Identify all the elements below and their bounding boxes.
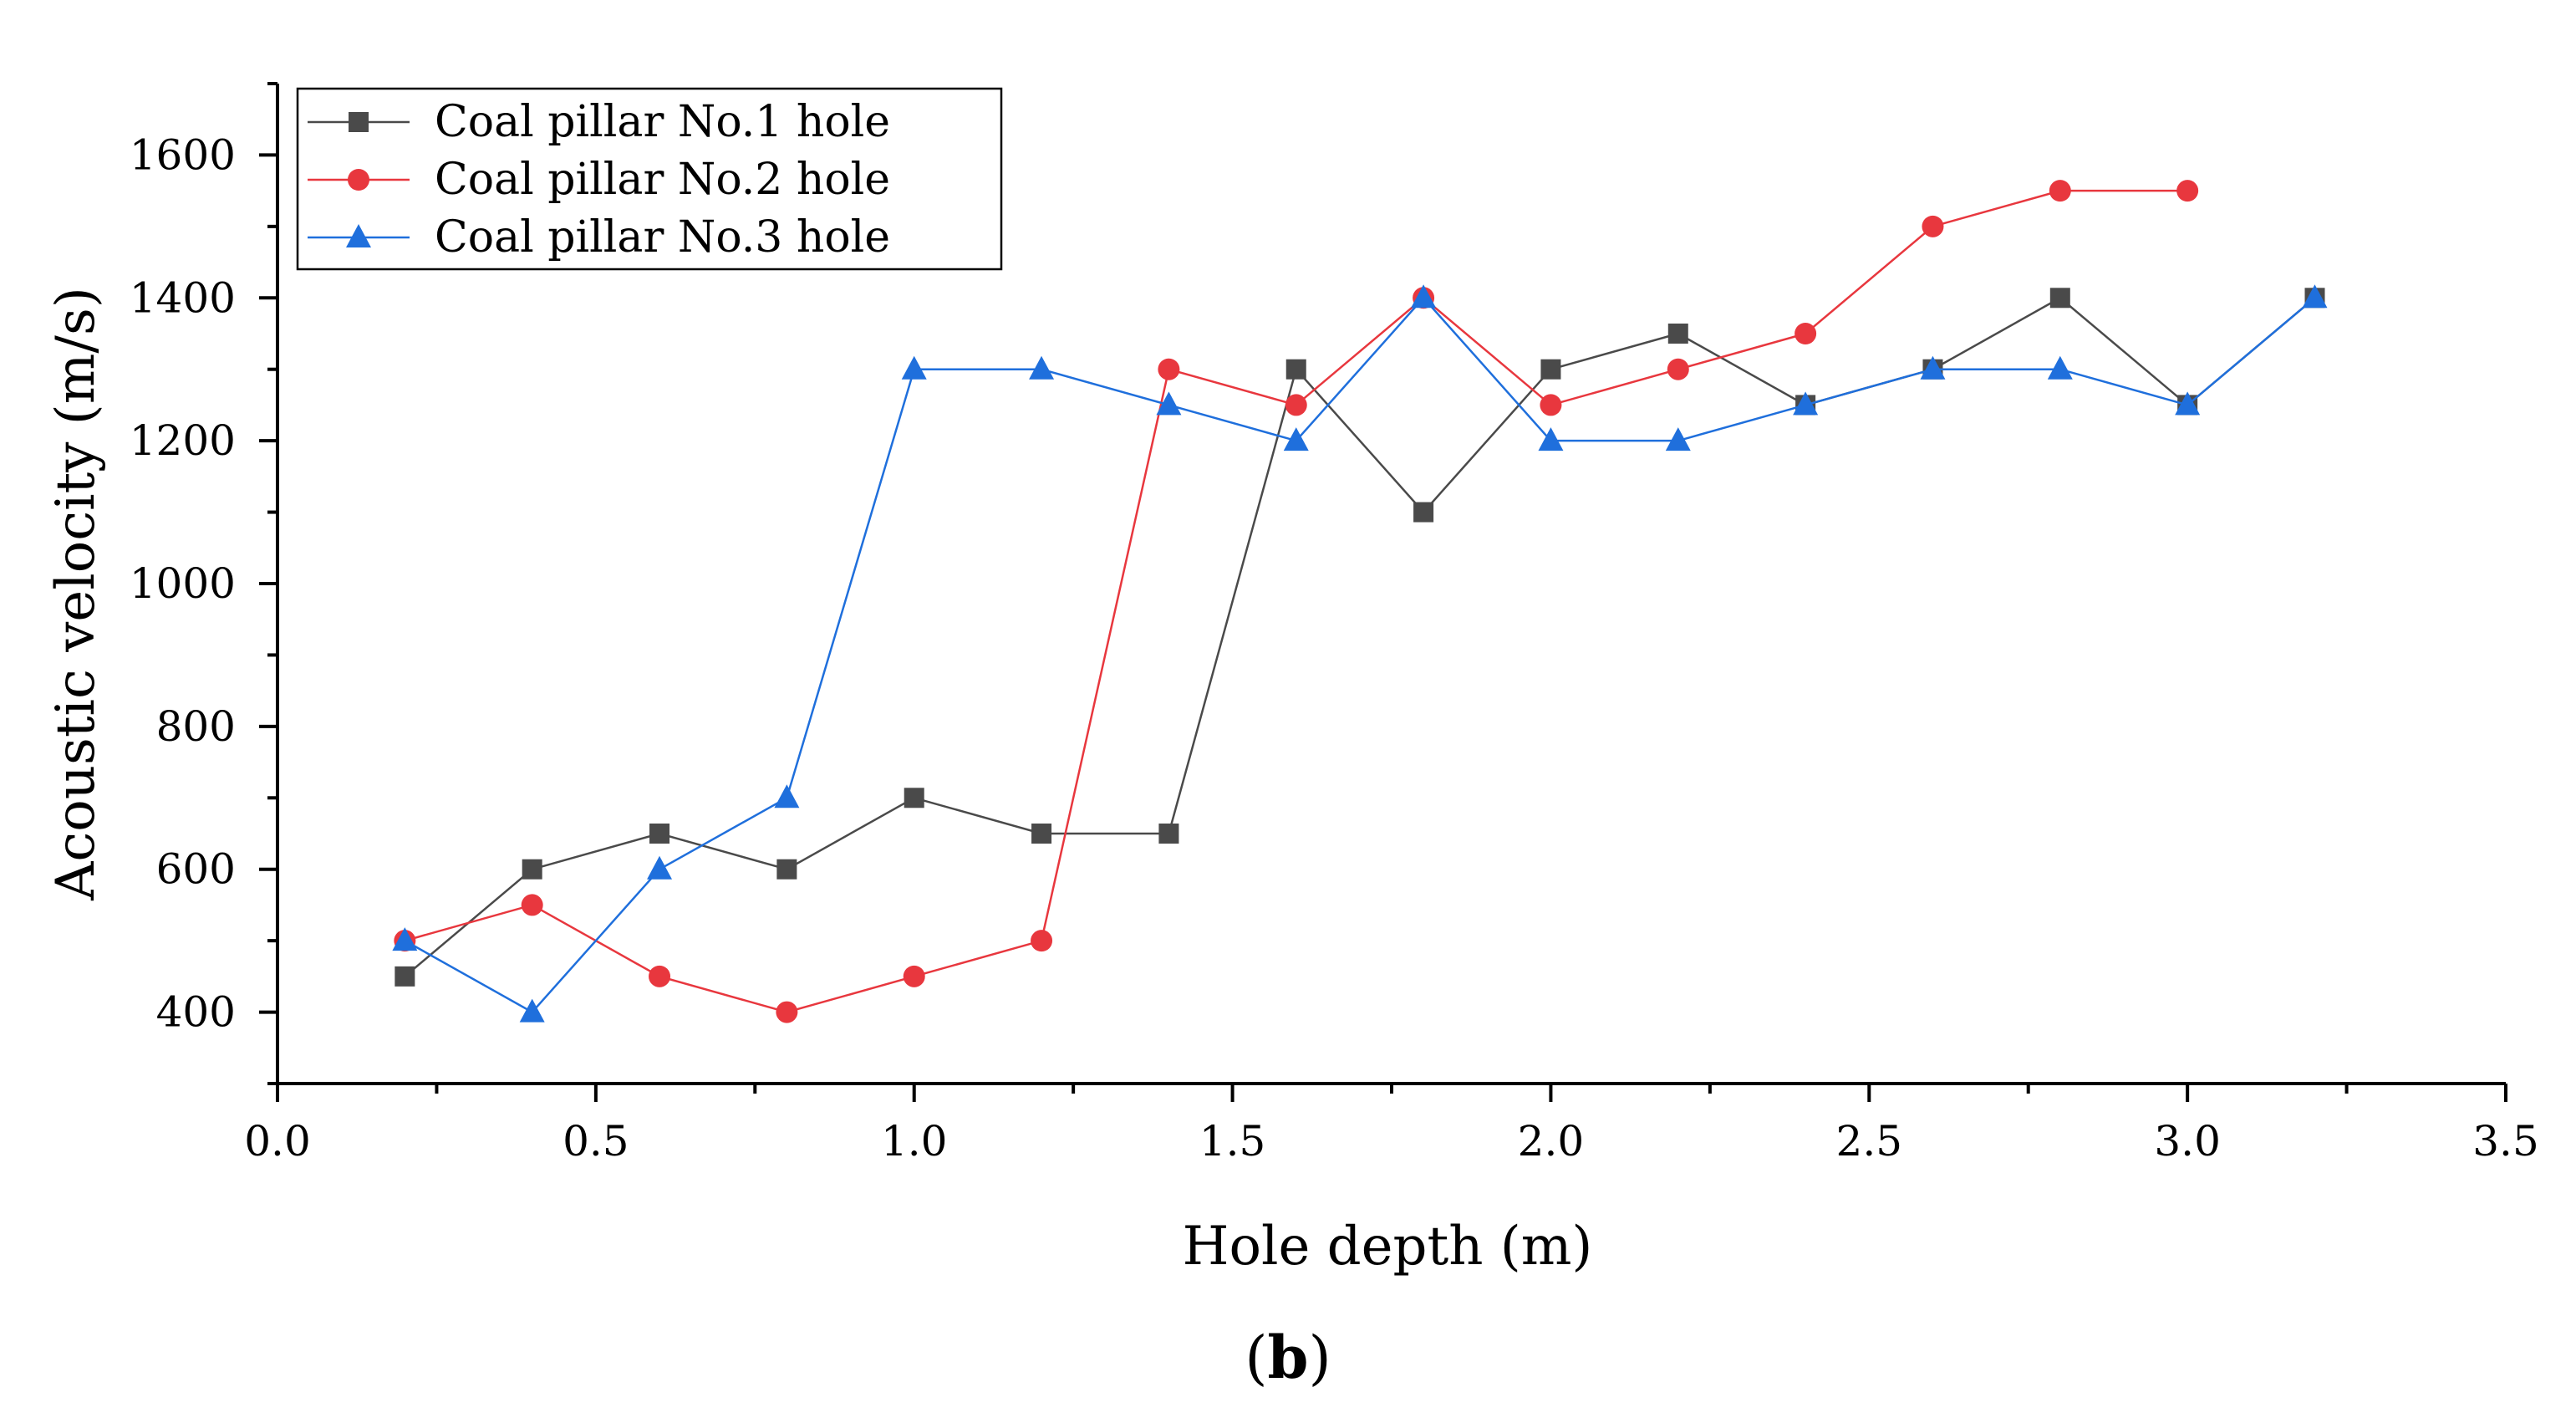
x-tick-label: 0.5	[563, 1117, 629, 1165]
y-tick-label: 600	[156, 845, 236, 894]
panel-label-open: (	[1245, 1324, 1267, 1392]
series-1-point	[776, 859, 797, 880]
legend-label-3: Coal pillar No.3 hole	[435, 212, 890, 263]
y-axis-title: Acoustic velocity (m/s)	[45, 287, 107, 901]
series-3-point	[647, 855, 673, 880]
x-tick-label: 1.0	[881, 1117, 948, 1165]
series-3-point	[1029, 355, 1055, 380]
series-2-point	[2049, 180, 2071, 202]
series-1-point	[649, 824, 670, 844]
series-2-point	[2176, 180, 2199, 202]
series-3-line	[404, 296, 2316, 1014]
series-2-point	[1540, 394, 1562, 416]
series-2-point	[1031, 930, 1053, 952]
series-3-point	[1665, 427, 1691, 451]
y-tick-label: 1000	[130, 559, 236, 608]
series-3-point	[1793, 391, 1819, 416]
legend-label-1: Coal pillar No.1 hole	[435, 97, 890, 147]
series-3-point	[392, 927, 418, 951]
series-3-point	[1156, 391, 1182, 416]
legend-marker-2	[348, 169, 369, 191]
series-1-point	[1031, 824, 1052, 844]
series-2-line	[405, 189, 2188, 1013]
series-3-point	[519, 998, 545, 1023]
y-tick-label: 1400	[130, 273, 236, 322]
legend-label-2: Coal pillar No.2 hole	[435, 155, 890, 205]
series-3	[392, 284, 2328, 1023]
y-tick-label: 800	[156, 702, 236, 751]
series-1	[395, 288, 2325, 987]
series-2-point	[1285, 394, 1307, 416]
series-2-point	[521, 894, 543, 916]
series-2-point	[903, 965, 925, 987]
series-1-point	[1285, 359, 1306, 380]
legend-marker-1	[349, 112, 369, 132]
panel-label-close: )	[1308, 1324, 1331, 1392]
panel-label: (b)	[1245, 1323, 1331, 1392]
x-tick-label: 2.0	[1518, 1117, 1585, 1165]
series-3-point	[2175, 391, 2201, 416]
series-3-point	[901, 355, 927, 380]
panel-label-letter: b	[1268, 1323, 1309, 1392]
series-3-point	[1411, 284, 1437, 309]
series-2-point	[1158, 358, 1180, 380]
x-tick-label: 1.5	[1199, 1117, 1266, 1165]
series-1-point	[2049, 288, 2070, 309]
series-2-point	[1667, 358, 1689, 380]
series-3-point	[2302, 284, 2328, 309]
series-3-point	[774, 784, 800, 808]
series-2-point	[1922, 215, 1944, 237]
legend-marker-3	[346, 224, 371, 247]
y-tick-label: 1600	[130, 130, 236, 179]
series-2	[394, 180, 2199, 1023]
axes: 0.0 0.5 1.0 1.5 2.0 2.5 3.0 3.5 400 600 800 1000 120…	[130, 82, 2539, 1165]
series-1-point	[1158, 824, 1179, 844]
series-3-point	[2047, 355, 2073, 380]
y-tick-label: 400	[156, 988, 236, 1037]
series-1-line	[404, 296, 2316, 977]
series-1-point	[1667, 324, 1688, 344]
series-1-point	[395, 966, 415, 987]
series-3-point	[1283, 427, 1309, 451]
series-2-point	[776, 1001, 798, 1023]
series-2-point	[649, 965, 671, 987]
x-tick-label: 3.0	[2154, 1117, 2221, 1165]
series-2-point	[1795, 323, 1817, 344]
series-1-point	[1540, 359, 1561, 380]
series-1-point	[522, 859, 542, 880]
legend-box	[296, 87, 1003, 271]
y-tick-label: 1200	[130, 416, 236, 465]
series-layer	[392, 180, 2328, 1023]
x-tick-label: 2.5	[1836, 1117, 1903, 1165]
series-1-point	[1413, 502, 1434, 523]
x-axis-title: Hole depth (m)	[1183, 1216, 1593, 1278]
series-1-point	[904, 788, 924, 808]
x-tick-label: 0.0	[244, 1117, 311, 1165]
series-3-point	[1538, 427, 1564, 451]
legend: Coal pillar No.1 hole Coal pillar No.2 ho…	[296, 87, 1003, 271]
x-tick-label: 3.5	[2472, 1117, 2539, 1165]
series-3-point	[1920, 355, 1946, 380]
